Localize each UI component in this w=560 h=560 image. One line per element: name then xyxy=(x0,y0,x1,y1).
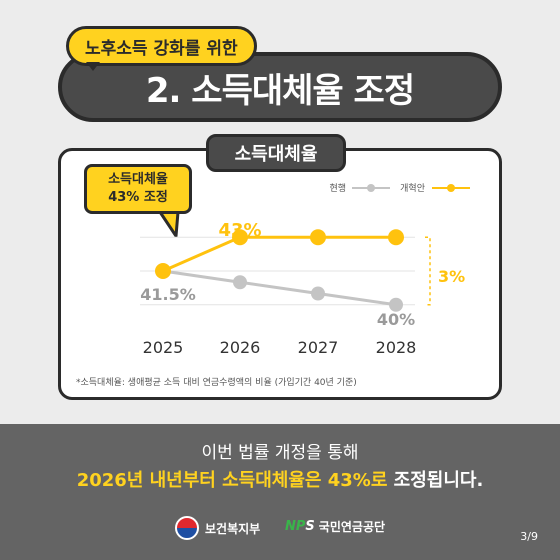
data-label-start: 41.5% xyxy=(140,285,196,304)
nps-mark-icon: NPS xyxy=(285,519,315,534)
data-label-current-end: 40% xyxy=(377,310,415,329)
footer-highlight: 2026년 내년부터 소득대체율은 43%로 xyxy=(76,470,388,491)
chart-series xyxy=(155,229,404,312)
page-title: 2. 소득대체율 조정 xyxy=(58,52,502,122)
nps-mark-prefix: NP xyxy=(285,519,306,534)
nps-logo: NPS 국민연금공단 xyxy=(285,518,385,535)
chart-card-tab: 소득대체율 xyxy=(206,134,346,172)
callout-tail xyxy=(158,210,180,238)
footer-message-line2: 2026년 내년부터 소득대체율은 43%로 조정됩니다. xyxy=(0,466,560,492)
x-tick-label: 2027 xyxy=(298,338,339,357)
series-line-0 xyxy=(162,269,397,307)
series-0-point-2 xyxy=(311,286,325,301)
page-number: 3/9 xyxy=(520,530,538,543)
legend: 현행 개혁안 xyxy=(329,182,470,194)
callout-line1: 소득대체율 xyxy=(108,172,168,187)
nps-logo-text: 국민연금공단 xyxy=(318,520,386,534)
series-0-point-1 xyxy=(233,275,247,290)
data-label-reform: 43% xyxy=(218,220,261,241)
callout-box: 소득대체율 43% 조정 xyxy=(84,164,192,214)
series-0-point-3 xyxy=(389,297,403,312)
legend-dot-current xyxy=(367,184,375,192)
mohw-logo: 보건복지부 xyxy=(175,516,260,540)
series-1-point-1 xyxy=(232,229,248,246)
difference-label: 3% xyxy=(438,267,465,286)
x-tick-label: 2026 xyxy=(220,338,261,357)
footer-rest: 조정됩니다. xyxy=(387,470,484,491)
callout-line2: 43% 조정 xyxy=(108,190,168,205)
chart-labels: 2025 2026 2027 2028 41.5% 43% 40% xyxy=(140,220,416,357)
mohw-logo-text: 보건복지부 xyxy=(205,521,261,536)
taeguk-icon xyxy=(175,516,199,540)
series-1-point-3 xyxy=(388,229,404,246)
subtitle-bubble-tail xyxy=(86,62,100,71)
subtitle-bubble: 노후소득 강화를 위한 xyxy=(66,26,257,66)
logos: 보건복지부 NPS 국민연금공단 xyxy=(0,514,560,544)
x-tick-label: 2025 xyxy=(143,338,184,357)
nps-mark-suffix: S xyxy=(305,519,315,534)
legend-label-current: 현행 xyxy=(329,182,346,194)
series-1-point-2 xyxy=(310,229,326,246)
series-1-point-0 xyxy=(155,263,171,279)
footnote: *소득대체율: 생애평균 소득 대비 연금수령액의 비율 (가입기간 40년 기… xyxy=(76,376,357,388)
difference-bracket-line xyxy=(425,236,431,306)
legend-dot-reform xyxy=(447,184,455,192)
legend-label-reform: 개혁안 xyxy=(400,183,425,194)
difference-bracket: 3% xyxy=(425,236,465,306)
x-tick-label: 2028 xyxy=(376,338,417,357)
footer-message-line1: 이번 법률 개정을 통해 xyxy=(201,443,359,463)
series-line-1 xyxy=(162,235,396,273)
footer-band xyxy=(0,424,560,560)
